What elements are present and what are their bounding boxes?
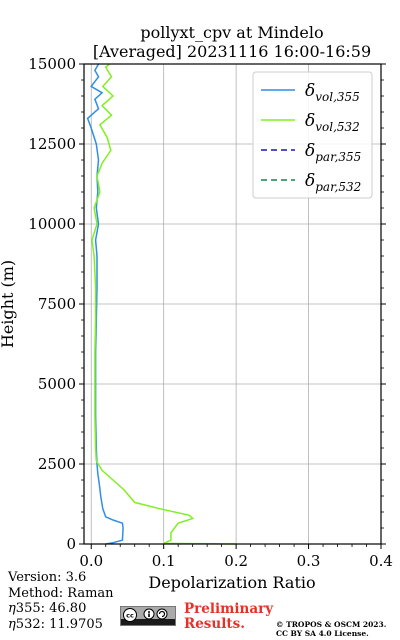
x-tick-label: 0.0: [79, 552, 103, 570]
chart-title-group: pollyxt_cpv at Mindelo [Averaged] 202311…: [93, 23, 371, 61]
method-text: Method: Raman: [8, 585, 114, 601]
series-line-vol355: [86, 63, 124, 545]
series-layer: [86, 63, 237, 545]
y-tick-label: 2500: [38, 455, 76, 473]
chart-subtitle: [Averaged] 20231116 16:00-16:59: [93, 42, 371, 61]
eta532-text: η532: 11.9705: [8, 616, 103, 632]
legend-label-par355: δpar,355: [305, 141, 361, 164]
x-tick-label: 0.4: [369, 552, 393, 570]
legend-label-vol532: δvol,532: [305, 111, 360, 134]
run-metadata: Version: 3.6 Method: Raman η355: 46.80 η…: [8, 570, 114, 632]
x-tick-label: 0.3: [297, 552, 321, 570]
copyright-notice: © TROPOS & OSCM 2023. CC BY SA 4.0 Licen…: [276, 620, 387, 638]
chart-legend: δvol,355 δvol,532 δpar,355 δpar,532: [252, 71, 373, 199]
legend-label-par532: δpar,532: [305, 171, 361, 194]
chart-title: pollyxt_cpv at Mindelo: [140, 23, 323, 42]
legend-label-vol355: δvol,355: [305, 81, 360, 104]
y-tick-label: 7500: [38, 295, 76, 313]
y-tick-label: 12500: [28, 135, 76, 153]
series-line-vol532: [91, 63, 237, 545]
y-tick-label: 15000: [28, 55, 76, 73]
y-axis-label: Height (m): [0, 260, 17, 348]
y-tick-label: 10000: [28, 215, 76, 233]
y-tick-label: 5000: [38, 375, 76, 393]
cc-by-sa-icon: cc: [120, 606, 176, 626]
depolarization-chart: pollyxt_cpv at Mindelo [Averaged] 202311…: [0, 23, 393, 592]
x-axis-label: Depolarization Ratio: [148, 573, 315, 592]
x-tick-label: 0.2: [224, 552, 248, 570]
axis-ticks: 0.0 0.1 0.2 0.3 0.4 0 2500 5000 7500 10000 12500 15…: [28, 55, 393, 570]
x-tick-label: 0.1: [152, 552, 176, 570]
preliminary-notice: Preliminary Results.: [184, 601, 274, 632]
legend-box: [252, 71, 373, 199]
y-tick-label: 0: [66, 535, 76, 553]
version-text: Version: 3.6: [8, 570, 87, 585]
eta355-text: η355: 46.80: [8, 601, 87, 616]
svg-text:cc: cc: [126, 612, 134, 620]
